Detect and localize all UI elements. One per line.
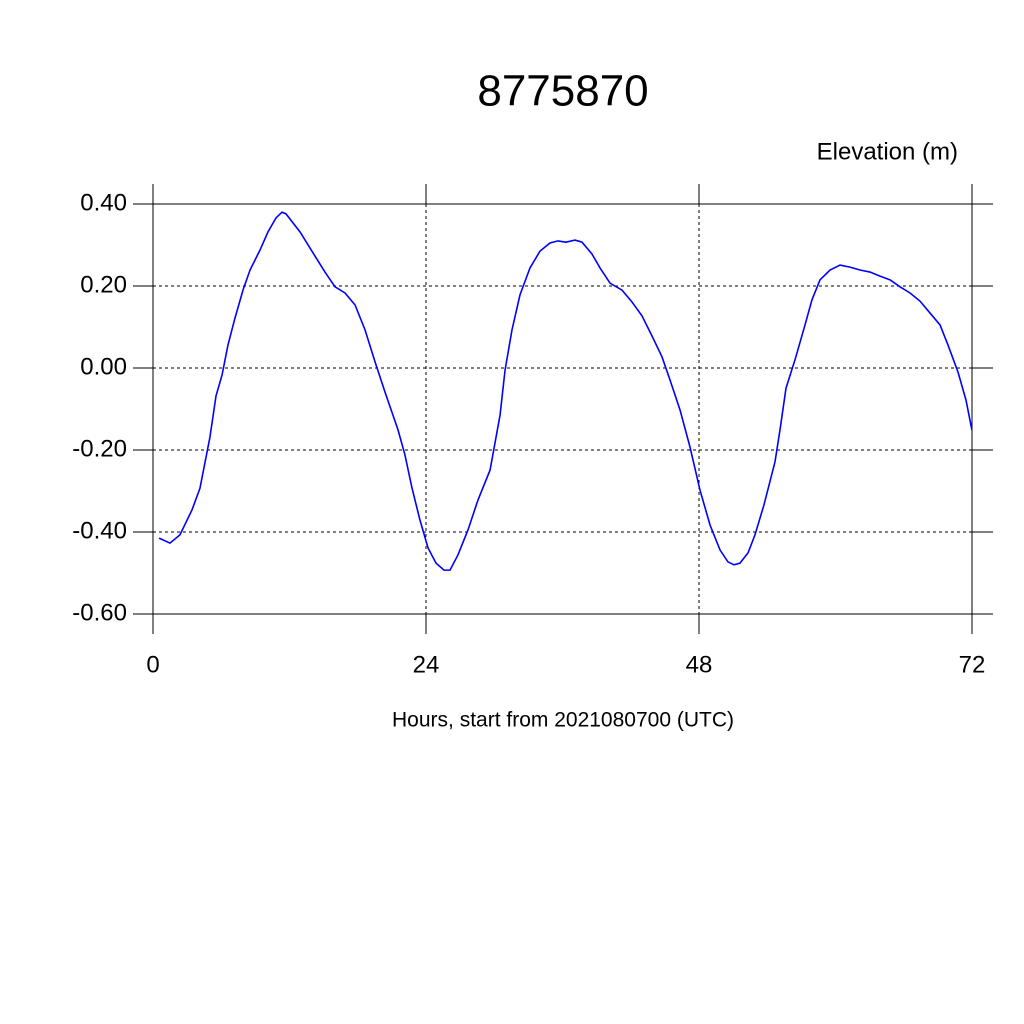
chart-subtitle: Elevation (m)	[817, 138, 958, 165]
y-tick-label: 0.40	[80, 189, 127, 216]
y-tick-label: 0.00	[80, 353, 127, 380]
data-line	[158, 211, 973, 571]
x-tick-label: 48	[686, 651, 713, 678]
y-tick-label: 0.20	[80, 271, 127, 298]
y-tick-label: -0.40	[72, 517, 127, 544]
y-tick-label: -0.20	[72, 435, 127, 462]
y-tick-label: -0.60	[72, 599, 127, 626]
x-tick-label: 0	[146, 651, 159, 678]
x-axis-label: Hours, start from 2021080700 (UTC)	[392, 709, 734, 732]
plot-frame	[152, 203, 973, 615]
x-tick-label: 72	[959, 651, 986, 678]
x-tick-label: 24	[413, 651, 440, 678]
chart-title: 8775870	[477, 67, 648, 116]
